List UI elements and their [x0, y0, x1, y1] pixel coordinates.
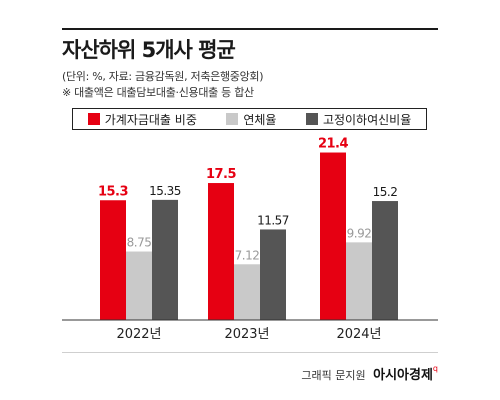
- unit-source-note: (단위: %, 자료: 금융감독원, 저축은행중앙회): [62, 70, 264, 83]
- bar-delinquency-2: [234, 264, 260, 320]
- legend-label: 연체율: [243, 112, 277, 127]
- legend-label: 고정이하여신비율: [322, 112, 412, 127]
- top-rule: [62, 28, 438, 30]
- legend-swatch-dark-gray: [305, 113, 318, 125]
- data-label: 15.2: [373, 185, 398, 199]
- legend: 가계자금대출 비중 연체율 고정이하여신비율: [72, 108, 427, 130]
- credit-line: 그래픽 문지원 아시아경제q: [301, 364, 438, 383]
- loan-footnote: ※ 대출액은 대출담보대출·신용대출 등 합산: [62, 86, 254, 99]
- chart-title: 자산하위 5개사 평균: [62, 38, 236, 62]
- x-tick-label: 2022년: [116, 327, 161, 342]
- legend-label: 가계자금대출 비중: [104, 112, 197, 127]
- bar-delinquency-3: [346, 242, 372, 320]
- data-label: 7.12: [235, 248, 260, 262]
- bar-npl-ratio-3: [372, 201, 398, 320]
- bar-npl-ratio-1: [152, 199, 178, 320]
- graphic-credit: 그래픽 문지원: [301, 369, 366, 382]
- data-label: 15.3: [98, 184, 129, 199]
- x-tick-label: 2023년: [224, 327, 269, 342]
- data-label: 17.5: [206, 167, 237, 182]
- legend-swatch-light-gray: [226, 113, 239, 125]
- bar-household-loan-1: [100, 200, 126, 320]
- brand-mark-icon: q: [432, 364, 438, 373]
- bar-delinquency-1: [126, 251, 152, 320]
- data-label: 9.92: [347, 226, 372, 240]
- legend-item-npl-ratio: 고정이하여신비율: [305, 111, 412, 128]
- bar-household-loan-2: [208, 183, 234, 320]
- footer-rule: [62, 352, 438, 353]
- bar-npl-ratio-2: [260, 229, 286, 320]
- x-tick-label: 2024년: [336, 327, 381, 342]
- brand-logo: 아시아경제: [373, 368, 433, 383]
- bar-household-loan-3: [320, 152, 346, 320]
- data-label: 11.57: [257, 213, 289, 227]
- data-label: 8.75: [127, 236, 152, 250]
- legend-item-delinquency: 연체율: [226, 111, 276, 128]
- data-label: 15.35: [149, 184, 181, 198]
- legend-swatch-red: [87, 113, 100, 125]
- data-label: 21.4: [318, 137, 349, 152]
- legend-item-household-loan: 가계자금대출 비중: [87, 111, 197, 128]
